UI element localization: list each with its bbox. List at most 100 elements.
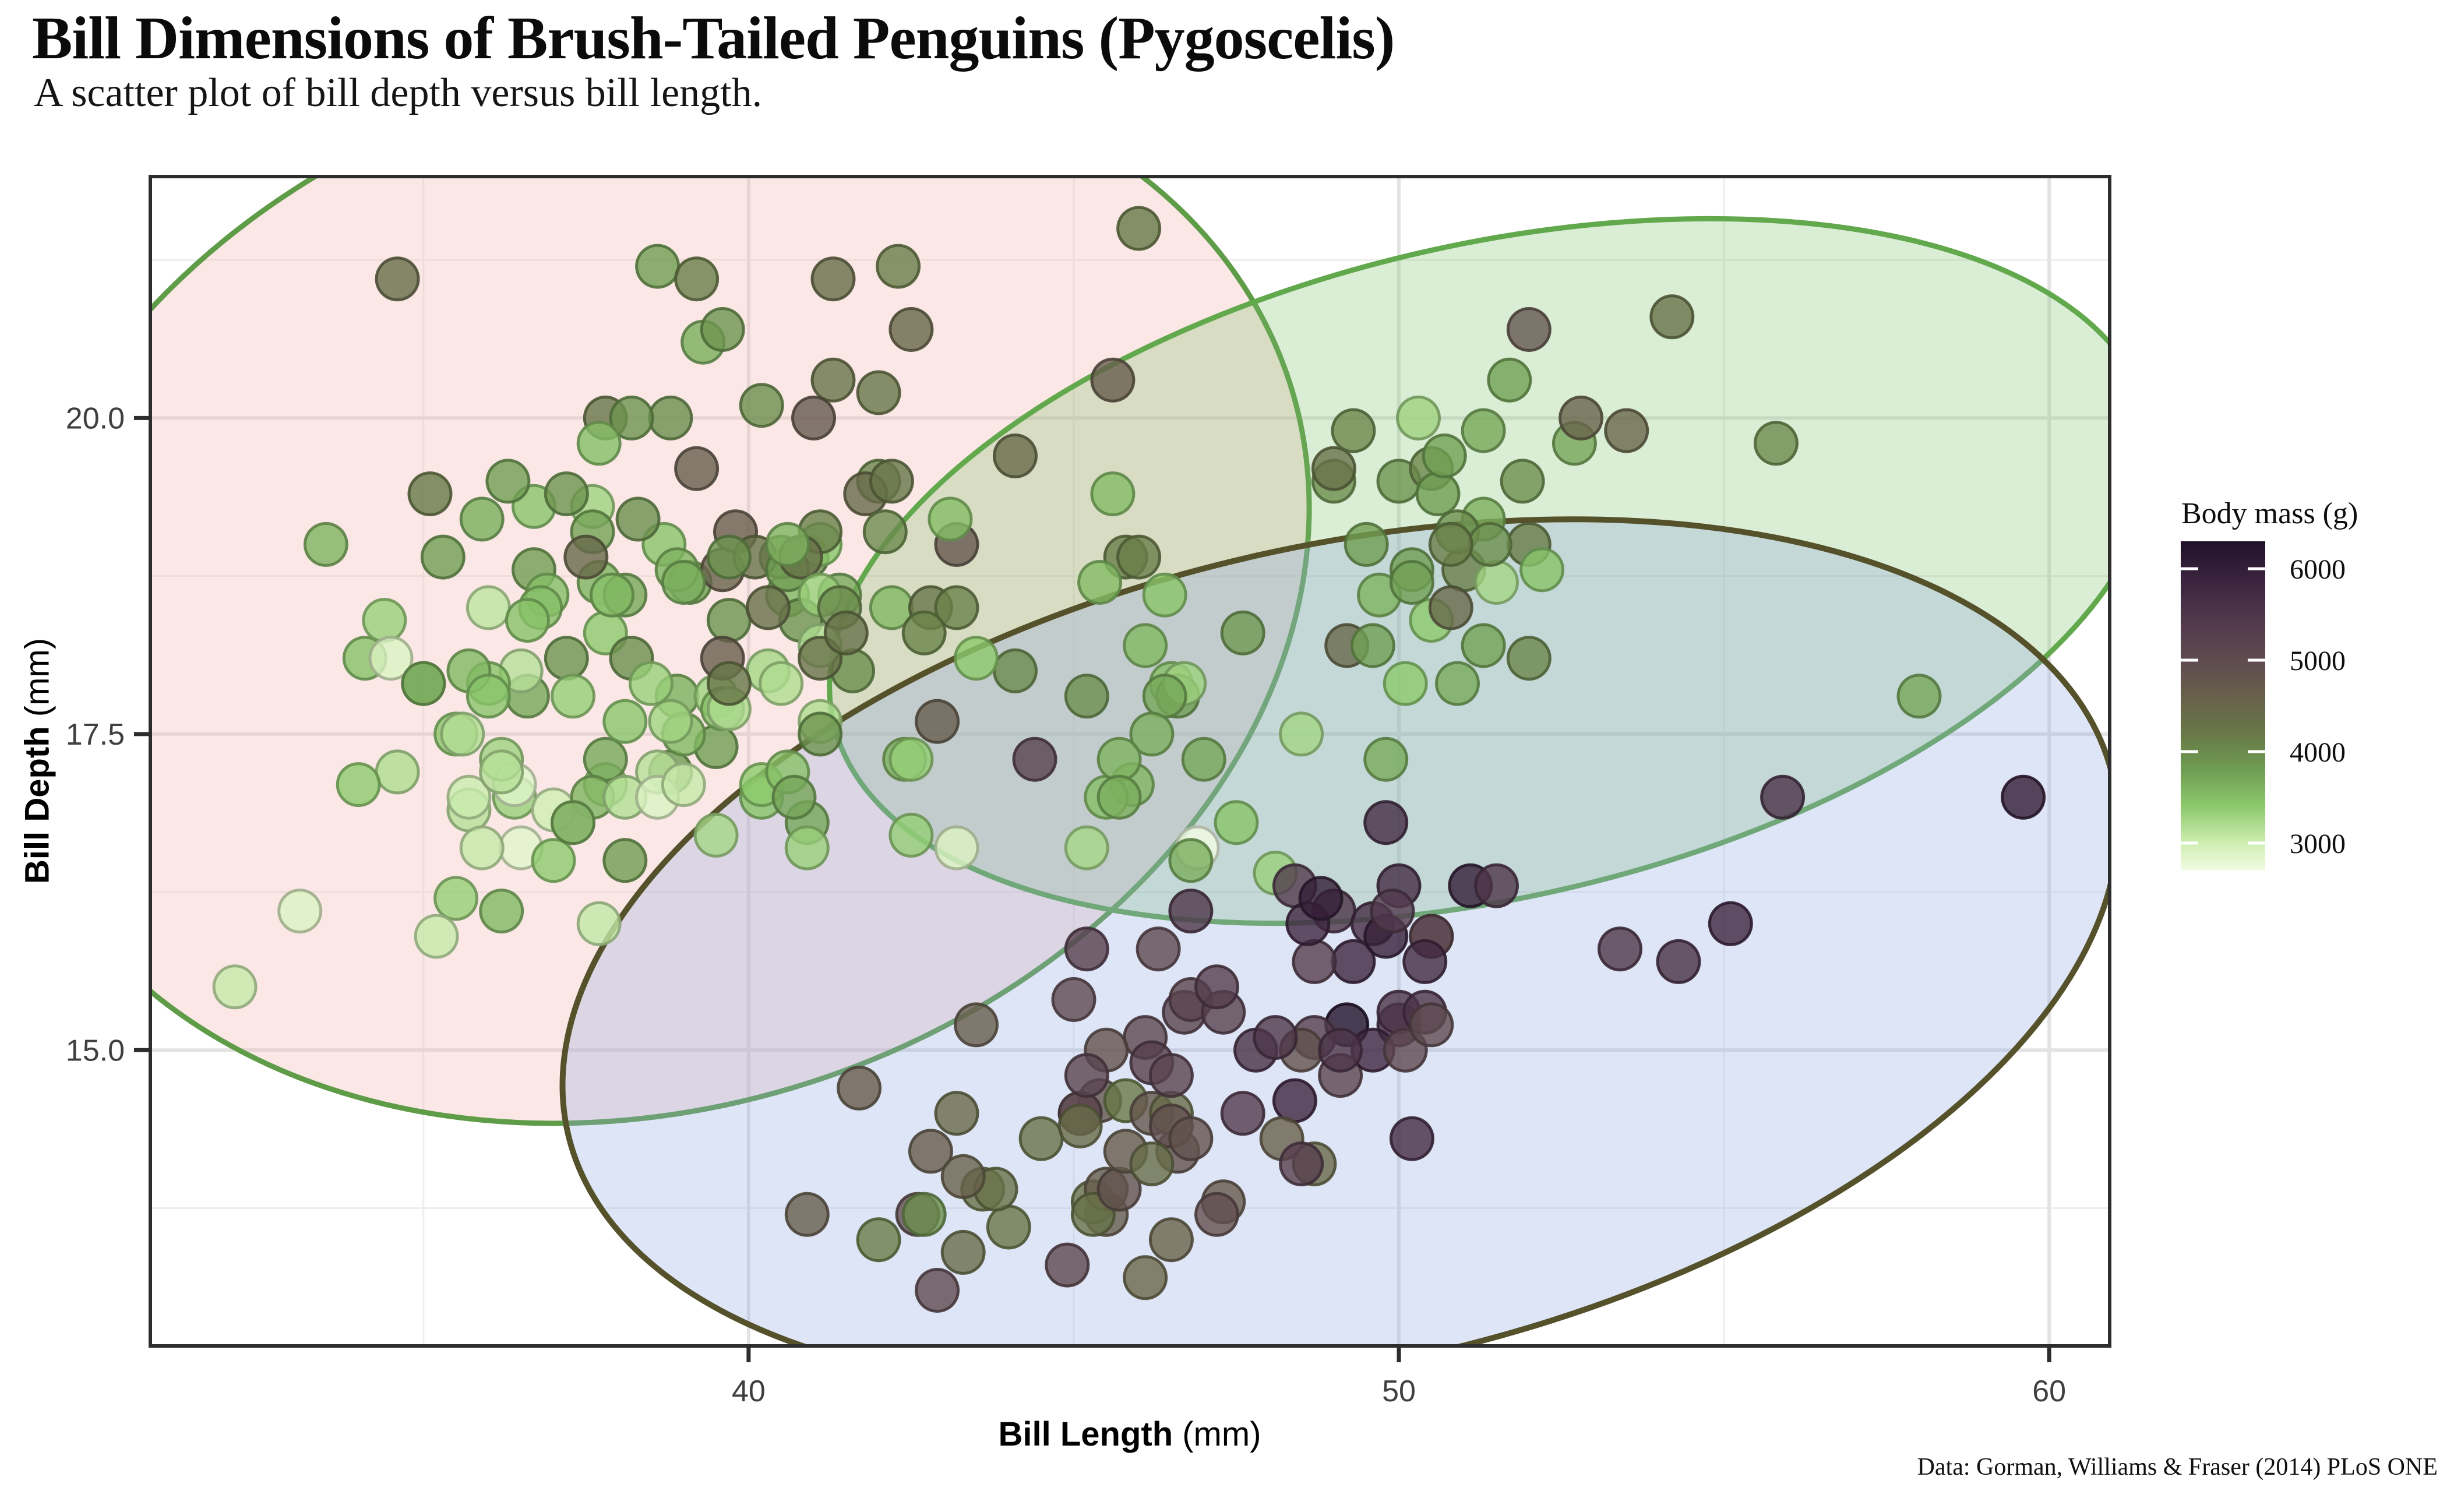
data-point (401, 661, 446, 706)
data-point (459, 825, 505, 870)
colorbar-gradient (2181, 541, 2265, 870)
data-point (954, 1002, 999, 1048)
data-point (674, 256, 720, 302)
data-point (563, 534, 609, 580)
data-point (1461, 623, 1506, 668)
data-point (856, 370, 901, 415)
data-point (661, 560, 706, 605)
data-point (362, 598, 407, 643)
data-point (551, 674, 595, 719)
data-point (1474, 863, 1519, 908)
data-point (2001, 774, 2046, 820)
colorbar-tick (2248, 658, 2265, 662)
data-point (505, 598, 550, 643)
data-point (784, 825, 830, 870)
data-point (1344, 521, 1389, 567)
data-source-caption: Data: Gorman, Williams & Fraser (2014) P… (1917, 1454, 2438, 1481)
data-point (1708, 901, 1753, 946)
data-point (1760, 774, 1806, 820)
x-tick-label: 60 (2032, 1374, 2066, 1408)
data-point (934, 825, 979, 870)
data-point (1064, 674, 1109, 719)
data-point (1012, 736, 1057, 782)
data-point (1467, 521, 1512, 567)
y-axis-title-unit: (mm) (18, 637, 57, 727)
data-point (674, 446, 720, 491)
data-point (661, 762, 706, 808)
data-point (993, 648, 1038, 693)
data-point (940, 1154, 986, 1199)
data-point (1123, 623, 1168, 668)
data-point (446, 774, 492, 820)
data-point (414, 914, 459, 959)
data-point (1194, 1192, 1239, 1237)
data-point (1116, 534, 1162, 580)
data-point (1389, 1116, 1434, 1161)
data-point (823, 610, 869, 655)
data-point (837, 1065, 882, 1111)
data-point (1318, 1027, 1363, 1073)
data-point (368, 636, 414, 681)
colorbar-tick (2248, 750, 2265, 753)
data-point (908, 1129, 953, 1174)
data-point (1396, 395, 1441, 440)
data-point (771, 774, 817, 820)
data-point (1123, 1255, 1168, 1300)
data-point (576, 901, 622, 946)
data-point (1435, 661, 1480, 706)
data-point (479, 749, 524, 795)
data-layer (150, 177, 2110, 1346)
data-point (810, 357, 856, 403)
data-point (1279, 711, 1324, 757)
data-point (1896, 674, 1942, 719)
data-point (862, 509, 908, 555)
data-point (700, 307, 745, 352)
colorbar-tick (2181, 841, 2198, 845)
data-point (466, 585, 511, 630)
data-point (433, 876, 479, 921)
data-point (1018, 1116, 1064, 1161)
data-point (1461, 408, 1506, 453)
data-point (1168, 889, 1214, 934)
data-point (1370, 889, 1415, 934)
data-point (440, 711, 485, 757)
panel-border (149, 175, 2111, 1348)
data-point (212, 964, 258, 1010)
data-point (986, 1204, 1031, 1250)
legend-tick-label: 5000 (2290, 646, 2346, 676)
data-point (1096, 774, 1142, 820)
data-point (1168, 1116, 1214, 1161)
colorbar-tick (2248, 567, 2265, 570)
data-point (531, 838, 576, 883)
data-point (551, 800, 595, 845)
data-point (1428, 521, 1473, 567)
data-point (901, 610, 947, 655)
colorbar-tick (2181, 750, 2198, 753)
data-point (784, 1192, 830, 1237)
data-point (1350, 623, 1395, 668)
data-point (1519, 547, 1565, 593)
data-point (940, 1229, 986, 1275)
data-point (1428, 585, 1473, 630)
data-point (615, 496, 661, 542)
y-axis-title: Bill Depth (mm) (18, 638, 57, 884)
data-point (1500, 459, 1545, 504)
x-axis-title-unit: (mm) (1173, 1415, 1261, 1453)
data-point (1194, 964, 1239, 1010)
data-point (576, 421, 622, 466)
data-point (485, 459, 531, 504)
data-point (1604, 408, 1649, 453)
data-point (1090, 471, 1136, 517)
data-point (1331, 408, 1376, 453)
data-point (1422, 433, 1467, 478)
data-point (1142, 572, 1187, 618)
data-point (693, 812, 739, 858)
data-point (1487, 357, 1532, 403)
data-point (706, 598, 752, 643)
data-point (1402, 939, 1448, 984)
data-point (1057, 1104, 1103, 1148)
data-point (739, 383, 784, 428)
data-point (635, 244, 680, 289)
data-point (1753, 421, 1799, 466)
